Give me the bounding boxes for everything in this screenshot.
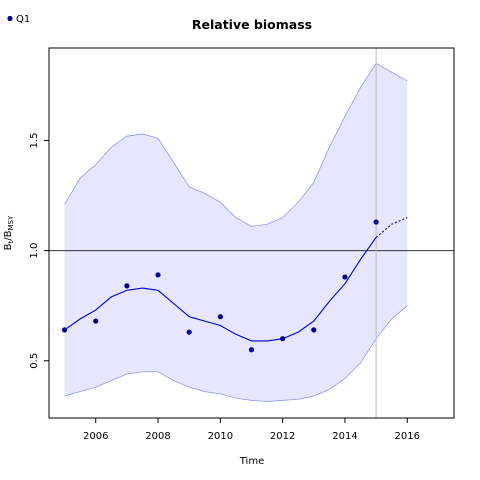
data-point-2012: [280, 336, 286, 342]
data-point-2008: [155, 272, 161, 278]
chart-title: Relative biomass: [192, 17, 312, 32]
fitted-line: [64, 237, 377, 342]
x-tick-label-2006: 2006: [83, 431, 108, 442]
data-point-2010: [217, 314, 223, 320]
y-tick-label-1.5: 1.5: [29, 133, 40, 149]
y-axis-label: Bt/BMSY: [3, 215, 15, 250]
predicted-line: [375, 217, 408, 238]
y-axis-label-sub1: t: [7, 240, 15, 243]
x-tick-label-2014: 2014: [332, 431, 357, 442]
plot-frame: [48, 47, 455, 419]
data-point-2006: [93, 318, 99, 324]
y-axis-label-sep: /B: [3, 230, 14, 240]
legend-marker-q1: [7, 15, 13, 22]
data-point-2009: [186, 329, 192, 335]
y-tick-label-0.5: 0.5: [29, 353, 40, 369]
data-point-2007: [124, 283, 130, 289]
legend-label-q1: Q1: [16, 14, 30, 25]
data-point-2015: [373, 219, 379, 225]
y-axis-label-main: B: [3, 243, 14, 250]
data-point-2011: [248, 347, 255, 353]
x-axis: 2006 2008 2010 2012 2014 2016: [83, 418, 420, 442]
plot-layer: [49, 48, 454, 418]
legend: Q1: [7, 14, 30, 25]
x-tick-label-2016: 2016: [395, 431, 420, 442]
x-axis-label: Time: [239, 456, 264, 467]
data-point-2013: [311, 327, 317, 333]
y-tick-label-1: 1.0: [29, 243, 40, 259]
data-point-2014: [342, 274, 348, 280]
ci-lower-line: [64, 305, 408, 402]
x-tick-label-2012: 2012: [270, 431, 295, 442]
data-point-2005: [61, 327, 68, 333]
ci-upper-line: [64, 62, 408, 227]
x-tick-label-2010: 2010: [208, 431, 233, 442]
y-axis: 0.5 1.0 1.5: [29, 133, 49, 369]
confidence-band: [64, 63, 408, 402]
y-axis-label-sub2: MSY: [7, 215, 15, 230]
x-tick-label-2008: 2008: [145, 431, 170, 442]
